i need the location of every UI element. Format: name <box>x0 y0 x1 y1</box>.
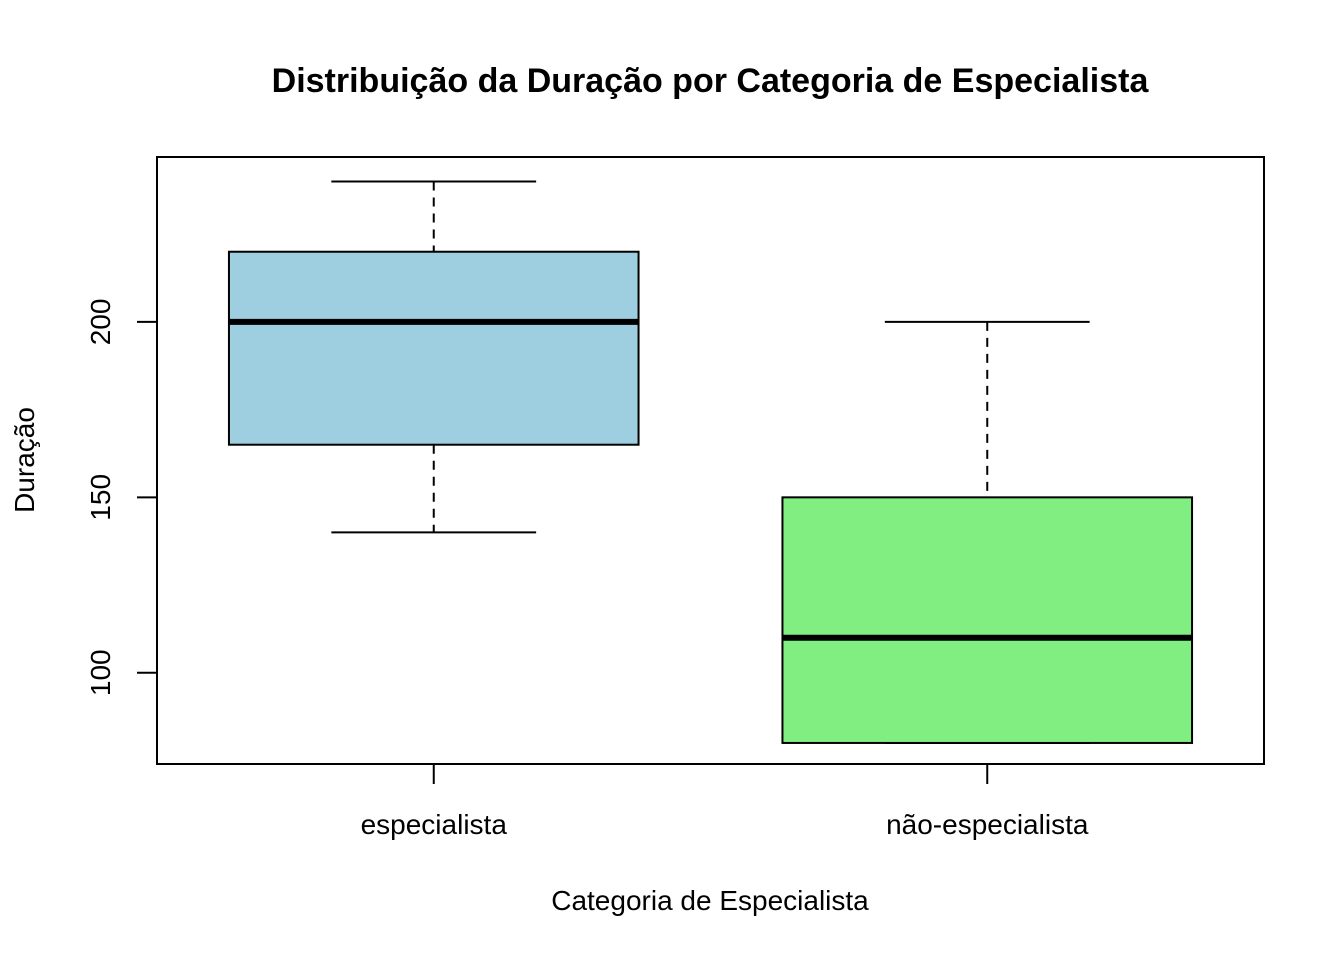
x-tick-label: especialista <box>361 809 508 840</box>
y-axis: 100 150 200 <box>85 299 158 696</box>
y-tick-label: 150 <box>85 474 116 521</box>
x-axis: especialista não-especialista <box>361 764 1089 840</box>
x-axis-label: Categoria de Especialista <box>551 885 869 916</box>
chart-title: Distribuição da Duração por Categoria de… <box>272 62 1150 100</box>
y-axis-label: Duração <box>9 407 40 513</box>
box-1 <box>227 180 640 534</box>
iqr-box <box>227 250 640 446</box>
iqr-box <box>781 496 1194 744</box>
boxes-group <box>227 180 1194 744</box>
box-2 <box>781 320 1194 744</box>
x-tick-label: não-especialista <box>886 809 1089 840</box>
y-tick-label: 200 <box>85 299 116 346</box>
y-tick-label: 100 <box>85 649 116 696</box>
